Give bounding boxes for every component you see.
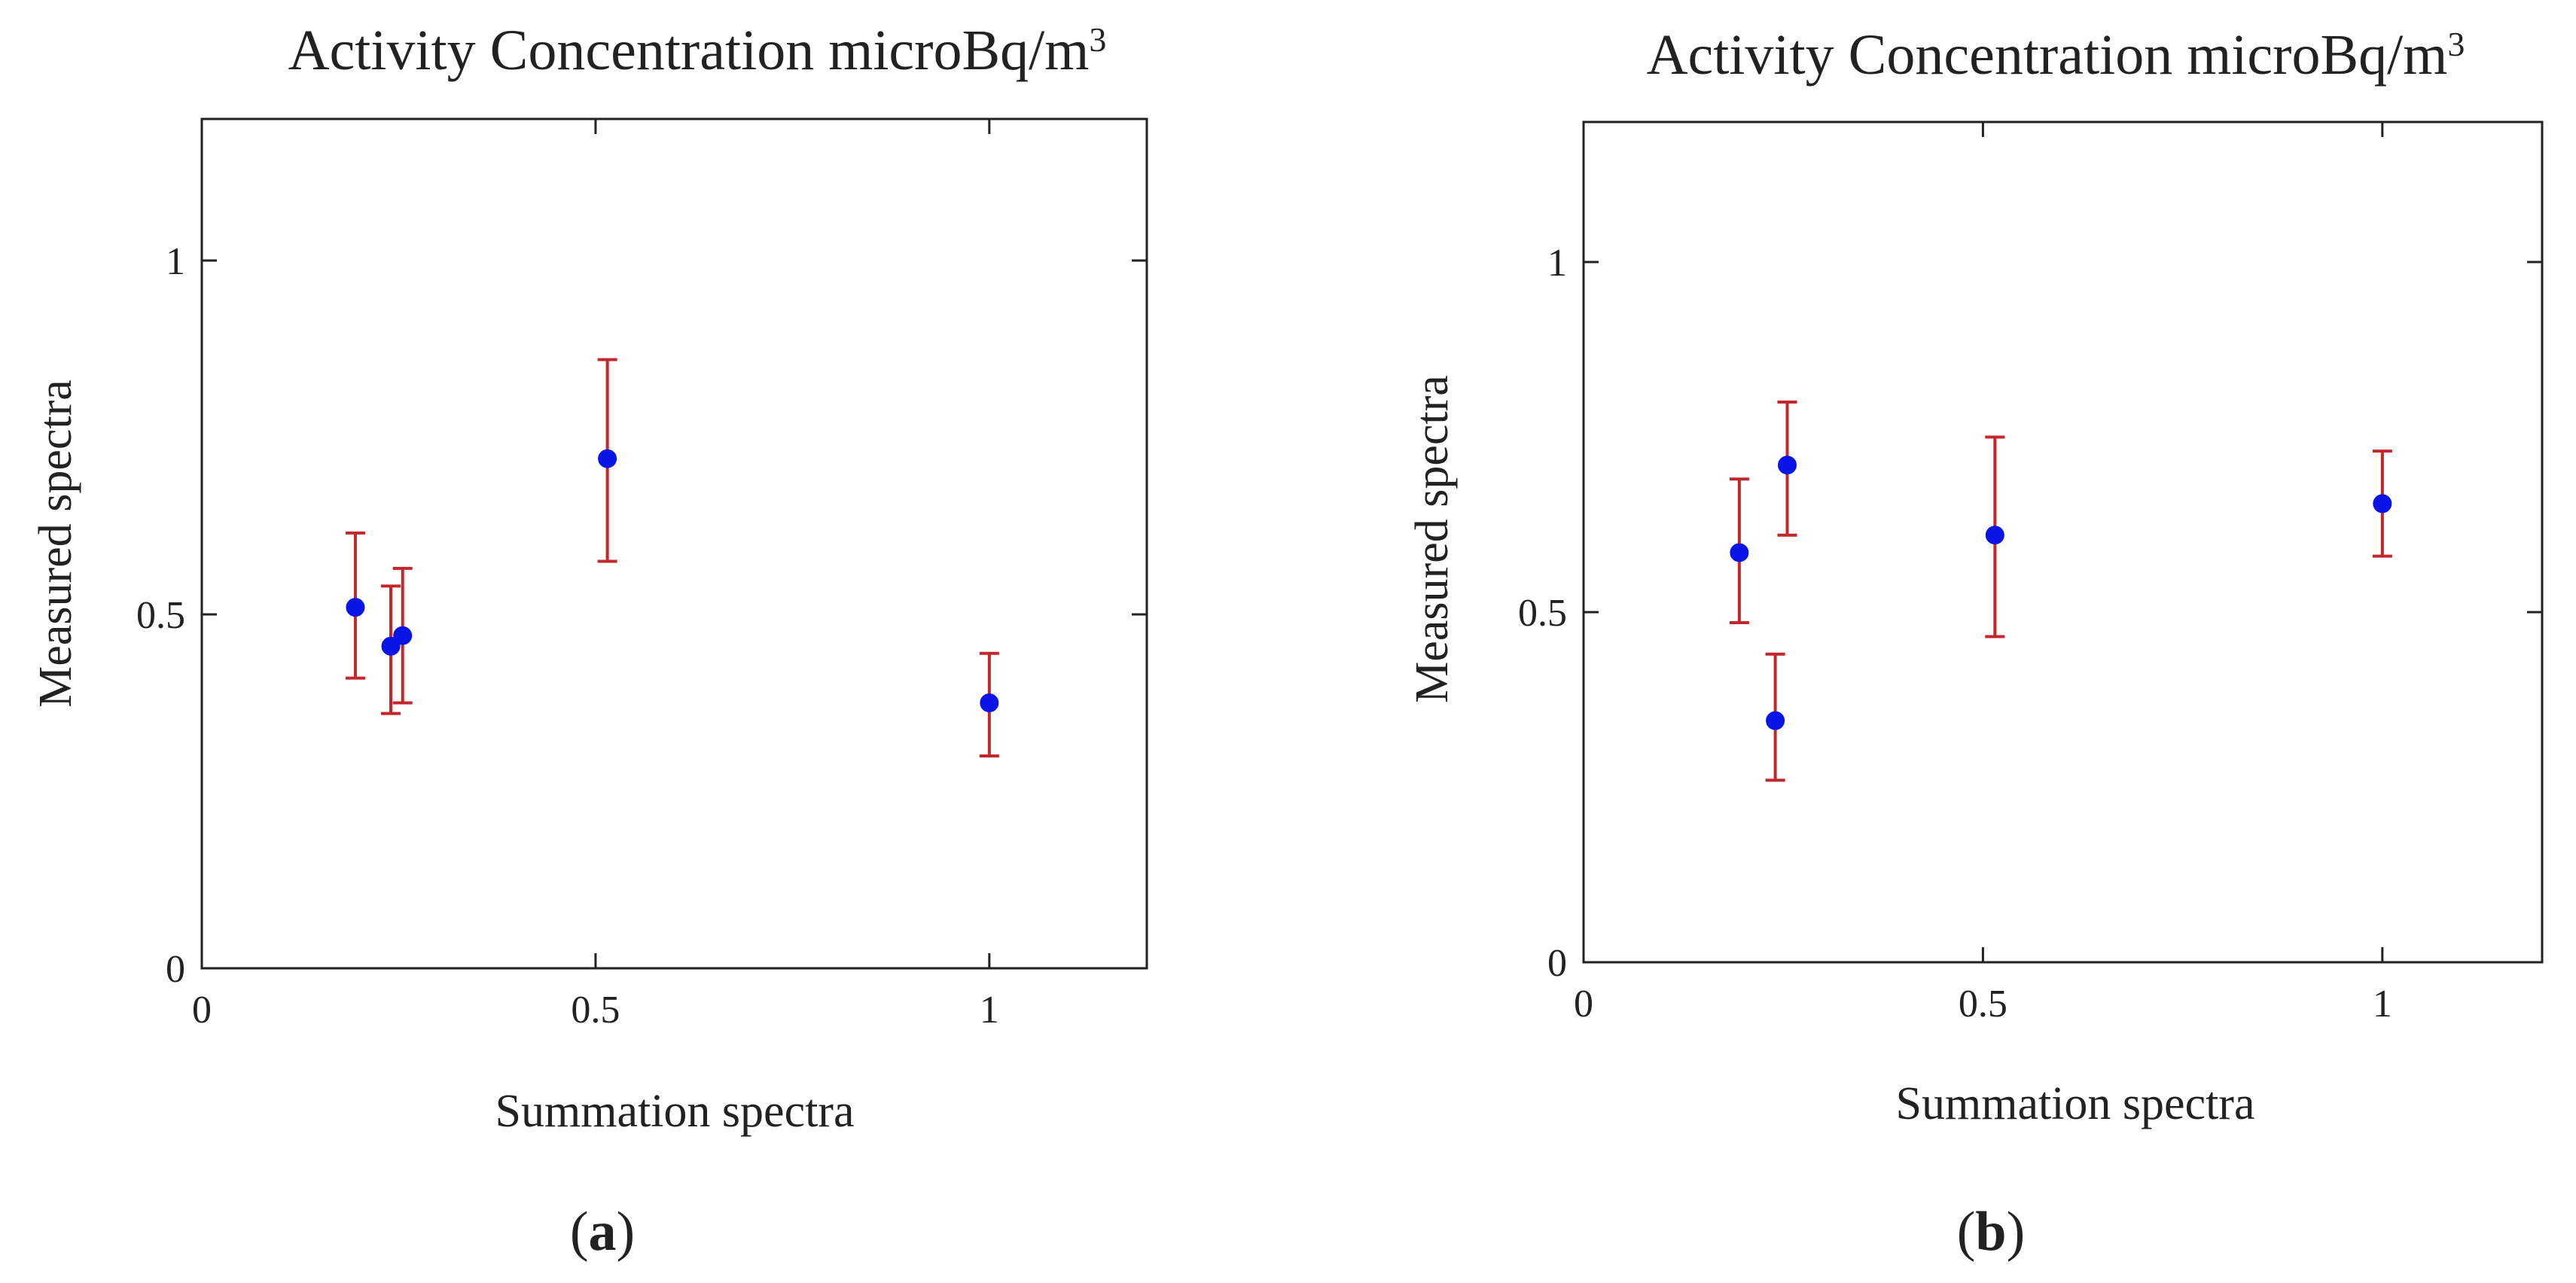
data-point-b-1: [1766, 711, 1785, 730]
data-point-a-4: [980, 693, 999, 712]
y-tick-label-a-0: 0: [166, 948, 185, 991]
y-tick-label-b-0: 0: [1547, 942, 1567, 985]
chart-title-b: Activity Concentration microBq/m3: [1647, 23, 2465, 87]
x-tick-label-b-1: 0.5: [1959, 983, 2007, 1025]
x-tick-label-a-2: 1: [980, 989, 999, 1032]
chart-title-b-superscript: 3: [2447, 25, 2465, 63]
series-a: [345, 358, 999, 757]
data-point-a-3: [598, 449, 617, 468]
x-axis-a: 0 0.5 1: [192, 119, 999, 1032]
data-point-a-2: [393, 626, 413, 645]
chart-title-a-main: Activity Concentration microBq/m: [288, 19, 1090, 82]
chart-panel-b: Activity Concentration microBq/m3 0 0.5 1 …: [1407, 23, 2544, 1263]
chart-title-a-superscript: 3: [1089, 20, 1106, 59]
plot-area-a: [200, 117, 1148, 970]
x-tick-label-b-2: 1: [2373, 983, 2392, 1025]
x-tick-label-b-0: 0: [1574, 983, 1593, 1025]
panel-label-b: (b): [1957, 1201, 2025, 1263]
panel-label-a: (a): [570, 1201, 635, 1263]
y-tick-label-b-1: 0.5: [1518, 592, 1567, 635]
y-axis-title-b: Measured spectra: [1407, 375, 1458, 703]
data-point-a-0: [346, 598, 365, 617]
data-point-b-3: [1985, 526, 2004, 545]
chart-title-b-main: Activity Concentration microBq/m: [1647, 23, 2448, 87]
y-axis-a: 00.51: [136, 240, 1147, 991]
y-axis-b: 00.51: [1518, 242, 2542, 985]
y-tick-label-a-1: 0.5: [136, 594, 185, 637]
data-point-b-0: [1730, 543, 1749, 562]
plot-area-b: [1582, 120, 2544, 964]
y-tick-label-b-2: 1: [1547, 242, 1567, 285]
y-tick-label-a-2: 1: [166, 240, 185, 283]
x-tick-label-a-1: 0.5: [571, 989, 620, 1032]
x-axis-b: 0 0.5 1: [1574, 122, 2392, 1025]
y-axis-title-a: Measured spectra: [30, 379, 81, 708]
panel-label-a-letter: a: [589, 1201, 617, 1263]
chart-title-a: Activity Concentration microBq/m3: [288, 19, 1107, 82]
x-tick-label-a-0: 0: [192, 989, 212, 1032]
panel-label-b-letter: b: [1975, 1201, 2006, 1263]
data-point-b-2: [1778, 456, 1797, 475]
x-axis-title-a: Summation spectra: [495, 1086, 855, 1137]
x-axis-title-b: Summation spectra: [1896, 1078, 2255, 1129]
data-point-b-4: [2373, 494, 2392, 514]
chart-panel-a: Activity Concentration microBq/m3 0 0.5 1 …: [30, 19, 1148, 1263]
data-point-a-1: [381, 636, 401, 656]
series-b: [1729, 401, 2392, 782]
